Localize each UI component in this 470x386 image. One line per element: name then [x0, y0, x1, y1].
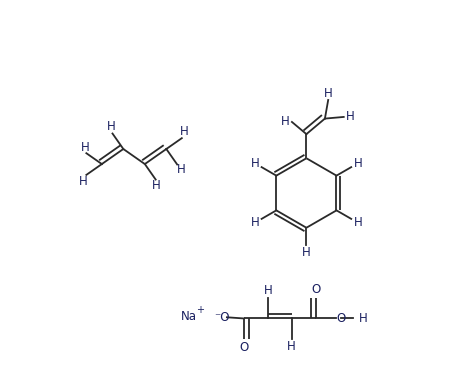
Text: H: H [180, 125, 188, 139]
Text: H: H [359, 312, 368, 325]
Text: H: H [324, 86, 333, 100]
Text: H: H [302, 246, 311, 259]
Text: ⁻O: ⁻O [214, 311, 229, 324]
Text: H: H [177, 163, 185, 176]
Text: H: H [251, 157, 259, 170]
Text: H: H [263, 284, 272, 297]
Text: H: H [81, 141, 90, 154]
Text: H: H [79, 174, 87, 188]
Text: Na: Na [180, 310, 196, 323]
Text: O: O [311, 283, 320, 296]
Text: H: H [346, 110, 355, 123]
Text: H: H [353, 216, 362, 229]
Text: +: + [196, 305, 204, 315]
Text: H: H [353, 157, 362, 170]
Text: H: H [281, 115, 290, 128]
Text: O: O [239, 341, 249, 354]
Text: H: H [251, 216, 259, 229]
Text: O: O [337, 312, 346, 325]
Text: H: H [287, 340, 296, 353]
Text: H: H [152, 179, 160, 192]
Text: H: H [107, 120, 115, 134]
